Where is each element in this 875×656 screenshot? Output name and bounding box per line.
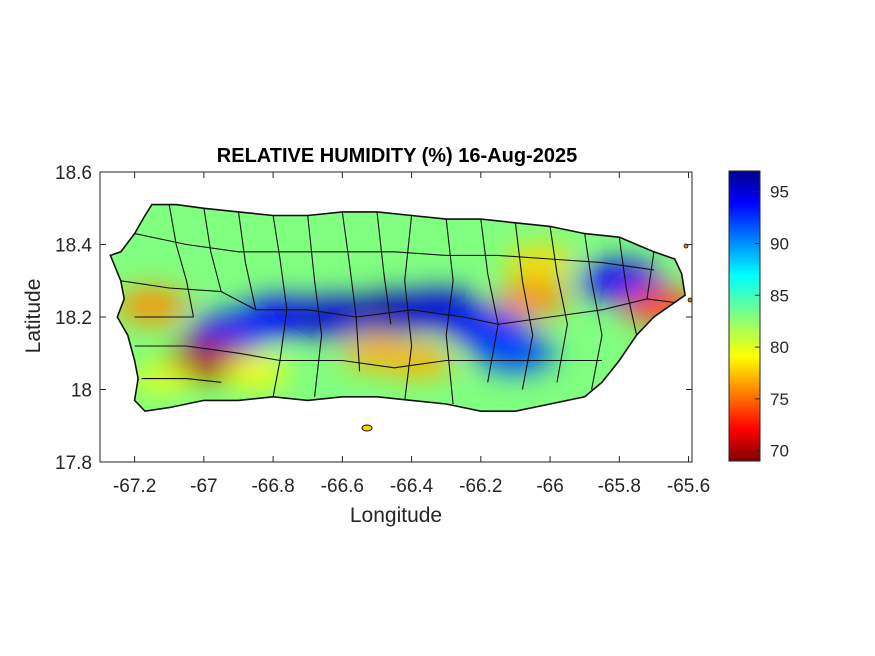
x-tick-label: -66 — [536, 476, 563, 497]
municipal-boundary — [618, 237, 638, 336]
municipal-boundary — [237, 211, 257, 310]
y-axis-label: Latitude — [22, 279, 45, 354]
humidity-hotspot — [476, 334, 555, 372]
x-axis-label: Longitude — [350, 504, 442, 527]
colorbar-tick-label: 70 — [770, 442, 789, 461]
y-tick-label: 18 — [71, 381, 92, 402]
municipal-boundary — [141, 378, 222, 383]
x-tick-label: -67 — [190, 476, 217, 497]
humidity-hotspot — [115, 288, 189, 324]
municipal-boundary — [584, 233, 603, 390]
municipal-boundary — [376, 211, 392, 325]
municipal-boundary — [549, 226, 568, 383]
humidity-hotspot — [383, 343, 454, 378]
colorbar-gradient — [728, 170, 761, 462]
island-outline — [109, 203, 686, 413]
colorbar-tick-label: 80 — [770, 338, 789, 357]
humidity-hotspot — [496, 281, 570, 317]
municipal-boundary — [646, 251, 655, 299]
municipal-boundary — [445, 219, 454, 405]
municipal-boundary — [203, 208, 222, 292]
municipal-boundary — [134, 233, 654, 271]
colorbar-tick-label: 95 — [770, 183, 789, 202]
municipal-boundary — [514, 222, 534, 390]
y-tick-label: 17.8 — [55, 453, 92, 474]
municipal-boundary — [120, 280, 675, 325]
y-tick-label: 18.4 — [55, 236, 92, 257]
municipal-boundary — [404, 215, 413, 401]
x-tick-label: -67.2 — [113, 476, 156, 497]
x-tick-label: -66.6 — [321, 476, 364, 497]
colorbar-tick-label: 75 — [770, 390, 789, 409]
x-tick-label: -66.4 — [390, 476, 434, 497]
humidity-hotspot — [222, 355, 289, 388]
colorbar: 95 90 85 80 75 70 — [728, 170, 789, 462]
colorbar-ticks: 95 90 85 80 75 70 — [755, 183, 789, 461]
municipal-boundary — [480, 219, 499, 383]
x-tick-label: -66.2 — [459, 476, 502, 497]
municipal-boundary — [341, 211, 361, 372]
colorbar-tick-label: 90 — [770, 235, 789, 254]
y-tick-label: 18.6 — [55, 163, 92, 184]
x-axis: -67.2 -67 -66.8 -66.6 -66.4 -66.2 -66 -65.8 -65.… — [113, 172, 710, 497]
humidity-hotspot — [505, 246, 574, 280]
municipal-boundary — [168, 204, 195, 318]
municipal-boundary — [134, 345, 602, 369]
colorbar-tick-label: 85 — [770, 286, 789, 305]
small-islands — [361, 243, 693, 432]
municipal-boundaries — [120, 204, 675, 405]
humidity-hotspot — [578, 261, 661, 301]
x-tick-label: -65.8 — [598, 476, 641, 497]
x-tick-label: -65.6 — [667, 476, 710, 497]
chart-title: RELATIVE HUMIDITY (%) 16-Aug-2025 — [217, 145, 577, 167]
y-tick-label: 18.2 — [55, 308, 92, 329]
municipal-boundary — [307, 215, 323, 397]
humidity-field — [109, 203, 693, 432]
x-tick-label: -66.8 — [251, 476, 294, 497]
y-axis: 18.6 18.4 18.2 18 17.8 — [55, 163, 692, 474]
